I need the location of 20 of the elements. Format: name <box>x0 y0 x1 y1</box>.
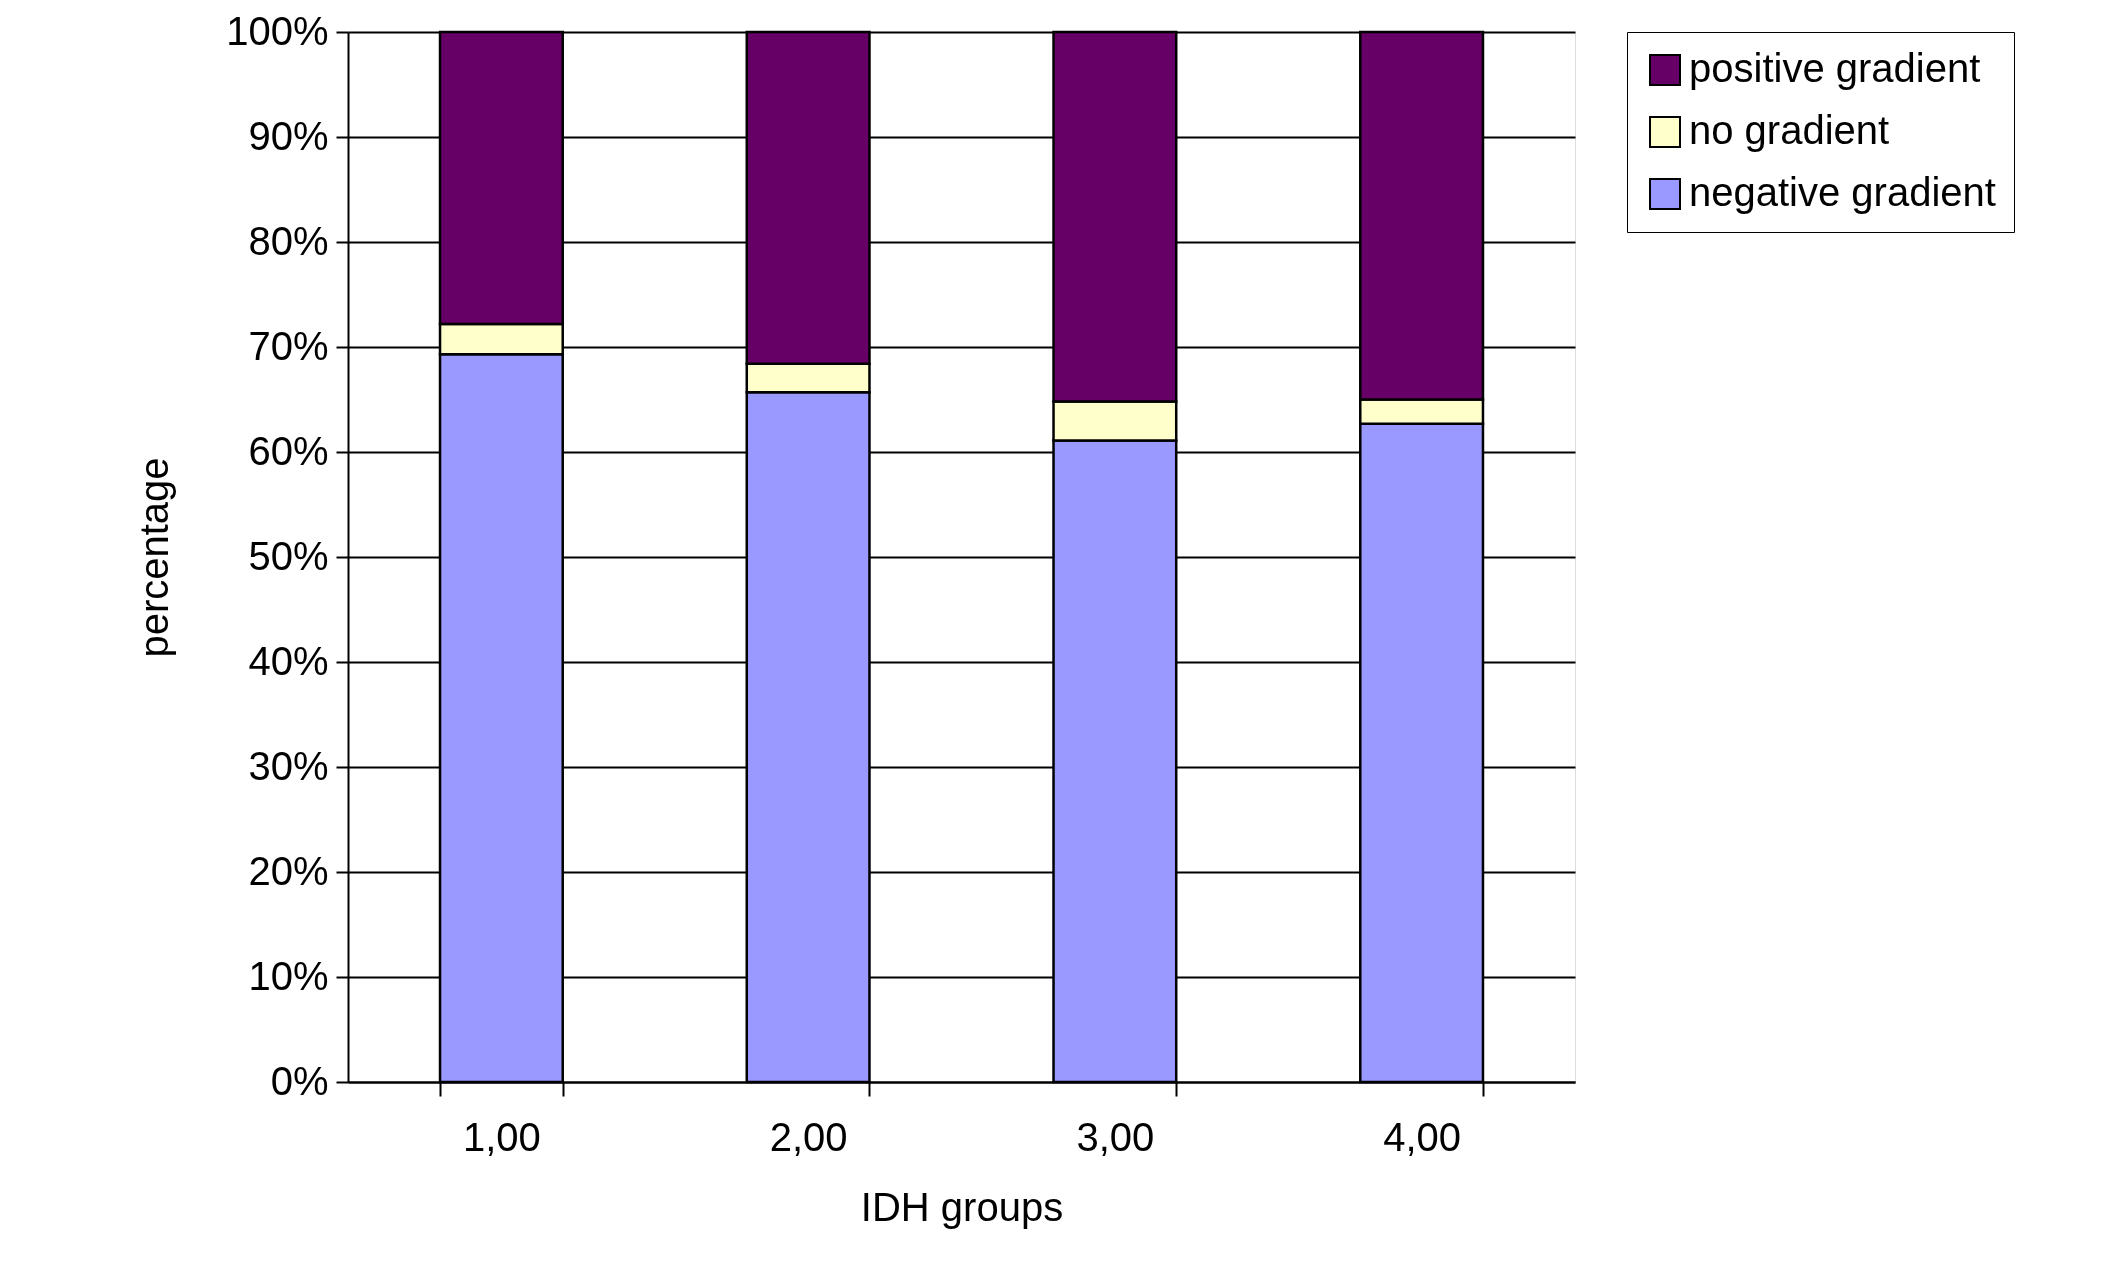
y-tick-label: 20% <box>248 848 329 893</box>
y-tick-label: 50% <box>248 533 329 578</box>
y-tick-label: 10% <box>248 953 329 998</box>
y-tick-label: 100% <box>226 8 329 53</box>
y-tick-label: 30% <box>248 743 329 788</box>
y-tick-label: 80% <box>248 218 329 263</box>
x-axis-title: IDH groups <box>860 1184 1064 1229</box>
y-axis-title: percentage <box>132 457 177 658</box>
y-tick-label: 0% <box>270 1058 329 1103</box>
legend-label: positive gradient <box>1689 46 1981 90</box>
y-tick-label: 40% <box>248 638 329 683</box>
y-tick-label: 60% <box>248 428 329 473</box>
x-tick-label: 2,00 <box>769 1114 848 1159</box>
legend-label: negative gradient <box>1689 170 1996 214</box>
y-tick-label: 70% <box>248 323 329 368</box>
legend-label: no gradient <box>1689 108 1890 152</box>
x-tick-label: 1,00 <box>462 1114 541 1159</box>
x-tick-label: 3,00 <box>1076 1114 1155 1159</box>
x-tick-label: 4,00 <box>1383 1114 1462 1159</box>
y-tick-label: 90% <box>248 113 329 158</box>
